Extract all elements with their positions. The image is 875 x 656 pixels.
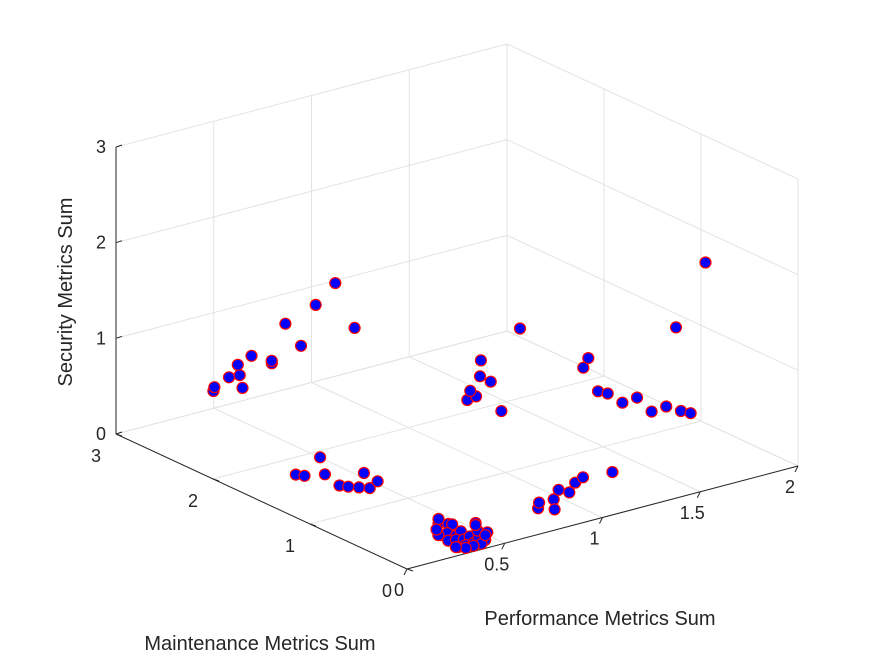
z-tick-label: 0 [96, 424, 106, 444]
axes [115, 144, 799, 576]
data-point [245, 349, 258, 362]
data-point [294, 339, 308, 352]
data-point [660, 400, 673, 413]
data-point [357, 466, 370, 480]
data-point [348, 321, 361, 334]
data-point [563, 486, 576, 499]
z-tick-mark [115, 335, 123, 339]
data-point [449, 540, 462, 554]
data-point [552, 483, 565, 496]
floor-grid-line-x [409, 356, 701, 493]
data-point [352, 481, 366, 494]
data-point [474, 354, 487, 367]
data-point [513, 322, 527, 335]
data-point [231, 358, 244, 371]
y-axis-title: Maintenance Metrics Sum [144, 633, 375, 655]
x-tick-mark [599, 517, 603, 524]
data-point [363, 482, 376, 495]
side-wall-grid-line-z [506, 139, 799, 276]
data-point [577, 361, 590, 374]
data-point [318, 468, 331, 481]
data-point [484, 375, 497, 388]
y-tick-label: 2 [188, 491, 198, 511]
data-point [601, 387, 614, 400]
data-point [236, 381, 249, 394]
x-tick-label: 1.5 [680, 503, 705, 523]
data-point [279, 317, 292, 330]
y-tick-mark [309, 523, 317, 527]
data-point [208, 381, 221, 394]
data-point [616, 396, 629, 409]
y-tick-mark [115, 433, 123, 437]
data-point [314, 451, 327, 464]
data-point [329, 277, 342, 290]
back-wall-grid-line-z [115, 330, 508, 435]
z-tick-mark [115, 431, 123, 435]
y-tick-label: 0 [382, 581, 392, 601]
data-point [582, 352, 595, 365]
data-point [371, 475, 384, 488]
data-point [576, 471, 590, 484]
x-tick-label: 0 [394, 580, 404, 600]
back-wall-grid-line-z [115, 43, 508, 148]
data-point [222, 371, 236, 384]
back-wall-grid-line-z [115, 139, 508, 244]
data-point [699, 256, 712, 269]
z-tick-label: 1 [96, 328, 106, 348]
data-point [630, 391, 644, 404]
data-point [469, 518, 482, 532]
z-axis-title: Security Metrics Sum [55, 198, 77, 387]
data-point [479, 529, 492, 542]
data-point [309, 298, 322, 311]
data-point [495, 405, 508, 418]
x-tick-mark [403, 568, 408, 576]
y-axis-line [115, 433, 408, 570]
floor-grid-line-y [309, 420, 702, 525]
data-point [233, 369, 246, 382]
data-points [207, 256, 712, 555]
x-tick-mark [794, 465, 799, 473]
y-tick-label: 1 [285, 536, 295, 556]
side-wall-grid-line-z [506, 234, 799, 371]
x-tick-mark [501, 543, 506, 550]
z-tick-mark [115, 144, 123, 148]
data-point [669, 321, 683, 334]
data-point [430, 523, 443, 536]
floor-grid-line-y [212, 375, 605, 480]
data-point [645, 405, 658, 418]
data-point [473, 370, 487, 383]
z-tick-label: 3 [96, 137, 106, 157]
z-tick-label: 2 [96, 233, 106, 253]
grid-lines [115, 43, 799, 570]
y-tick-mark [212, 478, 220, 482]
z-tick-mark [115, 240, 123, 244]
data-point [532, 496, 546, 509]
y-tick-mark [406, 568, 414, 572]
back-wall-grid-line-z [115, 234, 508, 339]
x-tick-label: 0.5 [484, 554, 509, 574]
x-tick-mark [696, 491, 701, 498]
data-point [548, 503, 561, 516]
data-point [342, 480, 355, 493]
data-point [606, 466, 619, 479]
x-tick-label: 2 [785, 477, 795, 497]
side-wall-grid-line-z [506, 330, 799, 467]
data-point [464, 384, 477, 397]
x-tick-label: 1 [589, 529, 599, 549]
x-axis-title: Performance Metrics Sum [484, 608, 715, 630]
data-point [265, 354, 278, 367]
y-tick-label: 3 [91, 446, 101, 466]
data-point [684, 407, 697, 420]
data-point [298, 469, 311, 482]
side-wall-grid-line-z [506, 43, 799, 180]
